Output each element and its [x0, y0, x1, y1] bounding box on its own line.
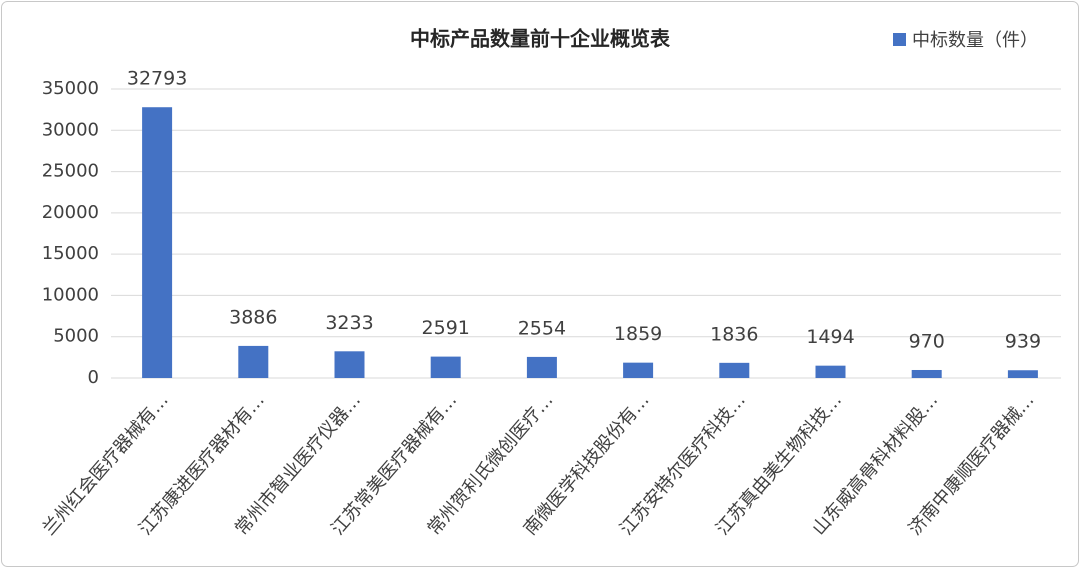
- bar: [142, 107, 173, 378]
- bar: [526, 356, 557, 378]
- value-label: 1859: [614, 323, 662, 345]
- y-tick-label: 35000: [42, 78, 99, 99]
- chart-title: 中标产品数量前十企业概览表: [410, 27, 671, 51]
- value-label: 939: [1005, 331, 1041, 353]
- value-label: 1494: [806, 326, 854, 348]
- y-tick-label: 25000: [42, 161, 99, 182]
- value-label: 2591: [422, 317, 470, 339]
- value-label: 32793: [127, 68, 187, 90]
- value-label: 1836: [710, 323, 758, 345]
- y-tick-label: 10000: [42, 284, 99, 305]
- bar: [1007, 370, 1038, 378]
- value-label: 970: [909, 330, 945, 352]
- y-tick-label: 0: [88, 367, 99, 388]
- bar: [623, 362, 654, 378]
- value-label: 3886: [229, 306, 277, 328]
- value-label: 3233: [325, 312, 373, 334]
- bar: [430, 356, 461, 378]
- bar: [719, 362, 750, 378]
- bar: [238, 345, 269, 378]
- bar: [815, 365, 846, 378]
- y-tick-label: 15000: [42, 243, 99, 264]
- legend-swatch: [893, 33, 906, 46]
- bar: [334, 351, 365, 378]
- y-tick-label: 20000: [42, 202, 99, 223]
- value-label: 2554: [518, 317, 566, 339]
- bar: [911, 369, 942, 378]
- y-tick-label: 30000: [42, 119, 99, 140]
- y-tick-label: 5000: [53, 326, 99, 347]
- legend-label: 中标数量（件）: [912, 30, 1038, 51]
